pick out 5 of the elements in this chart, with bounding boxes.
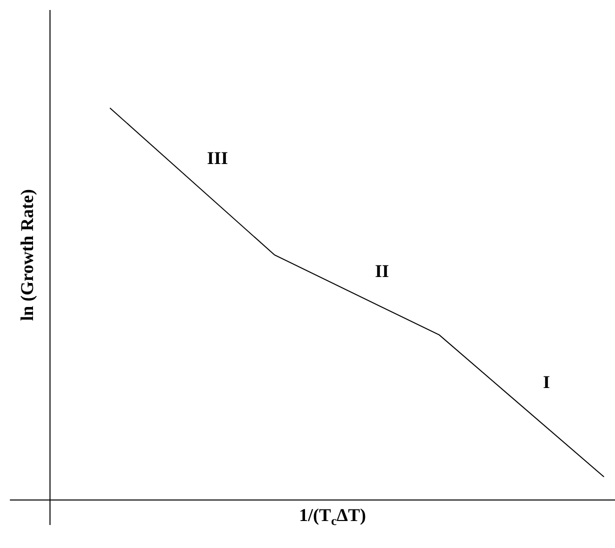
annotation: I — [543, 372, 550, 392]
annotation: III — [207, 148, 228, 168]
annotation: II — [375, 261, 390, 281]
x-axis-title: 1/(T$_{c}$ΔT) — [299, 505, 366, 528]
y-axis-title: ln (Growth Rate) — [17, 189, 38, 321]
